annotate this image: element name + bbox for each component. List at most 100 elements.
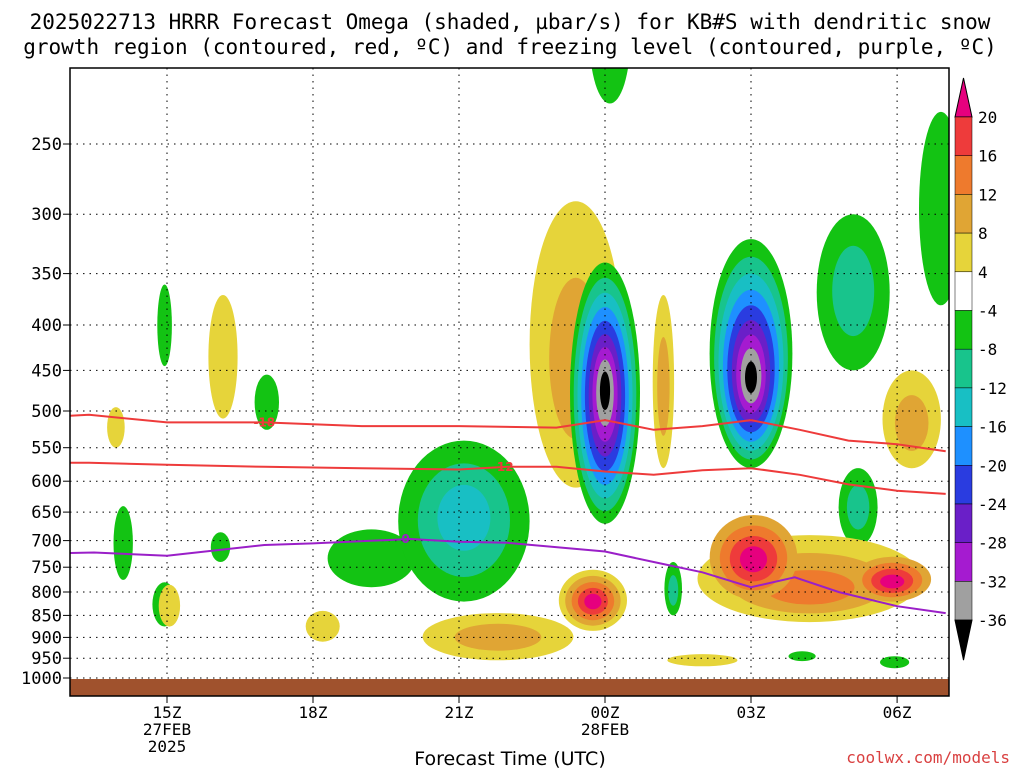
omega-band	[327, 529, 416, 588]
omega-cell-y-a	[107, 407, 125, 448]
colorbar-band	[954, 155, 973, 195]
colorbar-band	[954, 271, 973, 311]
colorbar-label: 20	[978, 108, 997, 127]
colorbar-label: -36	[978, 611, 1007, 630]
omega-cell-g-c	[210, 532, 231, 562]
colorbar-band	[954, 194, 973, 234]
contour-dgz--18	[70, 413, 946, 453]
omega-cell-y-21z-low	[422, 613, 574, 661]
omega-cell-y-06z	[853, 556, 932, 602]
omega-cell-y-right	[882, 370, 941, 469]
omega-band	[880, 656, 910, 669]
omega-cell-cell-21z	[398, 440, 530, 602]
colorbar-band	[954, 232, 973, 273]
chart-title-line-2: growth region (contoured, red, ºC) and f…	[23, 35, 997, 59]
colorbar-label: -24	[978, 495, 1007, 514]
colorbar-label: -12	[978, 379, 1007, 398]
omega-band	[305, 610, 340, 642]
x-tick-label: 00Z	[591, 703, 620, 722]
omega-band	[739, 546, 768, 573]
omega-cell-g-right	[919, 111, 949, 306]
omega-band	[584, 593, 602, 610]
omega-band	[788, 651, 816, 662]
colorbar-band	[954, 465, 973, 505]
colorbar-label: -28	[978, 534, 1007, 553]
omega-cell-g-b	[157, 284, 172, 367]
omega-cell-cell-03z	[709, 239, 793, 469]
colorbar-label: -8	[978, 340, 997, 359]
colorbar-band	[954, 348, 973, 389]
y-tick-label: 700	[31, 532, 62, 552]
omega-band	[846, 484, 870, 530]
colorbar-label: -16	[978, 418, 1007, 437]
colorbar-label: 8	[978, 224, 988, 243]
colorbar-label: 16	[978, 147, 997, 166]
omega-band	[667, 654, 738, 667]
omega-band	[208, 295, 238, 419]
colorbar-bottom-arrow	[954, 619, 973, 661]
y-tick-label: 850	[31, 606, 62, 626]
omega-cell-g-east	[816, 214, 890, 371]
omega-cell-y-02z	[652, 295, 675, 469]
omega-band	[832, 245, 875, 337]
y-tick-label: 800	[31, 583, 62, 603]
omega-cell-g-top	[591, 68, 629, 104]
colorbar-top-arrow	[954, 77, 973, 118]
omega-band	[113, 506, 133, 580]
colorbar-label: 12	[978, 185, 997, 204]
ground-surface	[70, 679, 949, 696]
grid-lines	[70, 68, 949, 696]
plot-frame	[69, 67, 950, 697]
contour-freezing-0	[70, 537, 946, 615]
x-tick-label: 06Z	[883, 703, 912, 722]
omega-cell-cell-01z	[570, 262, 640, 524]
omega-band	[210, 532, 231, 562]
colorbar-label: -20	[978, 456, 1007, 475]
omega-band	[254, 374, 279, 430]
colorbar-label: 4	[978, 263, 988, 282]
y-tick-label: 750	[31, 558, 62, 578]
y-tick-label: 650	[31, 503, 62, 523]
y-tick-label: 950	[31, 649, 62, 669]
x-tick-label: 27FEB	[143, 720, 191, 739]
chart-title-line-1: 2025022713 HRRR Forecast Omega (shaded, …	[30, 10, 991, 34]
y-tick-label: 600	[31, 472, 62, 492]
y-tick-label: 500	[31, 402, 62, 422]
x-tick-label: 03Z	[737, 703, 766, 722]
omega-cell-y-03z-lo	[667, 654, 738, 667]
omega-band	[107, 407, 125, 448]
y-tick-label: 1000	[21, 669, 62, 689]
omega-band	[437, 484, 491, 551]
omega-cell-cell-03z-pos	[709, 515, 798, 600]
y-axis-ticks: 2503003504004505005506006507007508008509…	[21, 135, 70, 689]
plot-area: -18 -12 0	[70, 68, 949, 696]
y-tick-label: 450	[31, 361, 62, 381]
contour-label: -12	[492, 460, 514, 474]
colorbar-band	[954, 426, 973, 466]
colorbar-band	[954, 387, 973, 427]
y-tick-label: 250	[31, 135, 62, 155]
omega-band	[158, 584, 181, 627]
omega-cell-g-east-lo	[838, 468, 878, 547]
omega-cell-y-b	[158, 584, 181, 627]
x-tick-label: 18Z	[299, 703, 328, 722]
contour-label: 0	[401, 532, 409, 546]
omega-band	[157, 284, 172, 367]
omega-band	[657, 337, 670, 436]
colorbar-band	[954, 542, 973, 582]
x-tick-label: 15Z	[153, 703, 182, 722]
colorbar-band	[954, 116, 973, 156]
omega-band	[894, 395, 929, 451]
colorbar-band	[954, 503, 973, 543]
omega-cell-y-c	[208, 295, 238, 419]
omega-band	[668, 575, 679, 606]
contour-label: -18	[253, 415, 275, 429]
colorbar-label: -4	[978, 302, 997, 321]
x-tick-label: 2025	[148, 737, 187, 756]
x-axis-title: Forecast Time (UTC)	[414, 748, 605, 768]
colorbar-label: -32	[978, 572, 1007, 591]
omega-band	[599, 371, 611, 411]
omega-cell-g-02z	[664, 562, 682, 616]
omega-cell-y-00z	[558, 569, 628, 631]
